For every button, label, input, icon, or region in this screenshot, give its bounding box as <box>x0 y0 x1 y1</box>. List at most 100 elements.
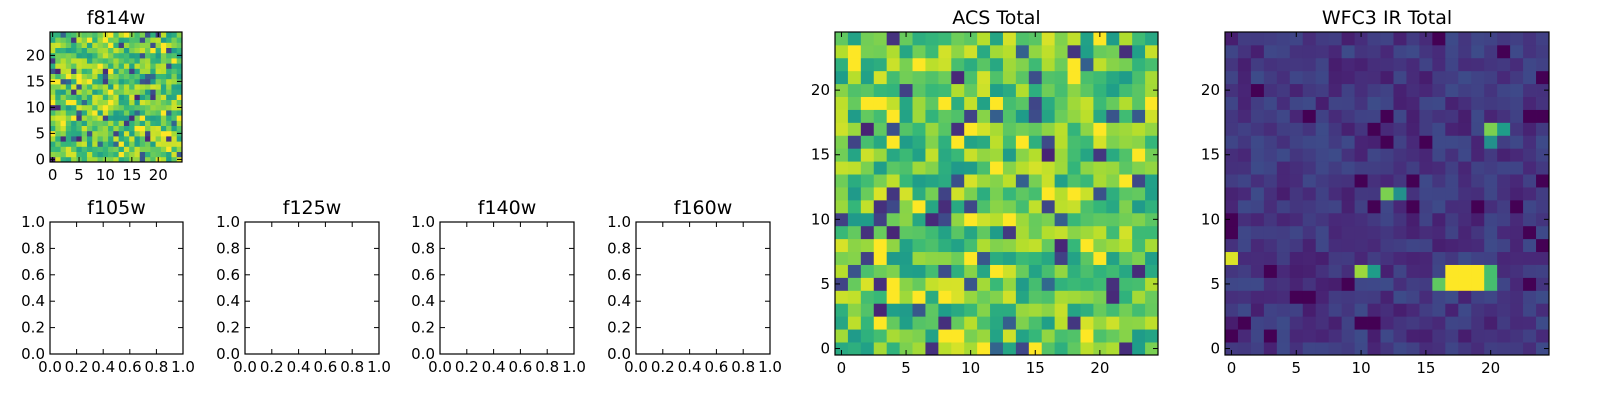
heatmap-cell <box>60 120 67 126</box>
heatmap-cell <box>134 115 141 121</box>
heatmap-cell <box>886 44 900 59</box>
heatmap-cell <box>160 32 167 38</box>
heatmap-cell <box>92 47 98 54</box>
heatmap-cell <box>925 212 939 227</box>
heatmap-cell <box>176 110 183 116</box>
heatmap-cell <box>1497 83 1511 97</box>
heatmap-cell <box>108 32 114 38</box>
heatmap-cell <box>1015 225 1030 240</box>
heatmap-cell <box>964 290 978 304</box>
heatmap-cell <box>92 32 98 38</box>
heatmap-cell <box>1354 342 1368 356</box>
heatmap-cell <box>1028 44 1043 59</box>
heatmap-cell <box>81 151 88 158</box>
heatmap-cell <box>97 151 104 158</box>
heatmap-cell <box>145 63 151 69</box>
heatmap-cell <box>977 96 991 110</box>
heatmap-cell <box>1445 135 1459 149</box>
heatmap-cell <box>1458 212 1472 227</box>
heatmap-cell <box>129 141 135 147</box>
heatmap-cell <box>1028 316 1043 330</box>
heatmap-cell <box>1484 174 1498 188</box>
heatmap-cell <box>1015 70 1030 85</box>
axes-frame <box>635 221 771 355</box>
heatmap-cell <box>847 225 862 240</box>
heatmap-cell <box>1119 96 1133 110</box>
heatmap-cell <box>134 120 141 126</box>
heatmap-cell <box>1132 238 1146 253</box>
heatmap-cell <box>171 42 178 48</box>
heatmap-cell <box>123 78 130 85</box>
heatmap-cell <box>1289 96 1304 110</box>
heatmap-cell <box>81 136 88 142</box>
heatmap-cell <box>925 32 939 46</box>
heatmap-cell <box>171 58 178 64</box>
x-tick-label: 0 <box>1227 359 1237 377</box>
x-tick-label: 0.6 <box>118 358 142 376</box>
heatmap-cell <box>1263 122 1278 136</box>
x-tick-label: 0.0 <box>233 358 257 376</box>
heatmap-cell <box>1484 44 1498 59</box>
heatmap-cell <box>1289 199 1304 214</box>
heatmap-cell <box>1250 122 1265 136</box>
heatmap-cell <box>1354 57 1368 72</box>
heatmap-cell <box>964 148 978 162</box>
heatmap-cell <box>1367 277 1381 291</box>
heatmap-cell <box>835 212 849 227</box>
heatmap-cell <box>1289 277 1304 291</box>
heatmap-cell <box>1015 57 1030 72</box>
heatmap-cell <box>835 96 849 110</box>
heatmap-cell <box>1289 174 1304 188</box>
heatmap-cell <box>1471 109 1485 123</box>
heatmap-cell <box>1523 277 1537 291</box>
heatmap-cell <box>1315 122 1330 136</box>
heatmap-cell <box>76 104 83 111</box>
heatmap-cell <box>123 104 130 111</box>
heatmap-cell <box>938 329 952 343</box>
heatmap-cell <box>1276 57 1291 72</box>
heatmap-cell <box>1250 212 1265 227</box>
heatmap-cell <box>108 125 114 132</box>
heatmap-cell <box>1002 122 1017 136</box>
heatmap-cell <box>166 110 172 116</box>
heatmap-cell <box>1380 238 1394 253</box>
heatmap-cell <box>123 32 130 38</box>
heatmap-cell <box>1119 148 1133 162</box>
heatmap-cell <box>1054 316 1068 330</box>
x-tick-label: 0.4 <box>287 358 311 376</box>
heatmap-cell <box>977 329 991 343</box>
heatmap-cell <box>873 109 888 123</box>
heatmap-cell <box>873 277 888 291</box>
heatmap-cell <box>899 264 913 278</box>
axes-frame <box>1224 31 1550 356</box>
heatmap-cell <box>1445 277 1459 291</box>
heatmap-cell <box>1028 212 1043 227</box>
heatmap-cell <box>899 174 913 188</box>
heatmap-cell <box>60 37 67 43</box>
heatmap-cell <box>139 130 146 137</box>
heatmap-cell <box>925 277 939 291</box>
heatmap-cell <box>1093 225 1107 240</box>
heatmap-cell <box>150 141 156 147</box>
heatmap-cell <box>1471 329 1485 343</box>
heatmap-cell <box>1132 316 1146 330</box>
heatmap-cell <box>65 42 72 48</box>
heatmap-cell <box>71 84 77 90</box>
heatmap-cell <box>123 156 130 163</box>
heatmap-cell <box>97 52 104 59</box>
heatmap-cell <box>1406 135 1420 149</box>
heatmap-cell <box>1015 32 1030 46</box>
heatmap-cell <box>1028 32 1043 46</box>
heatmap-cell <box>964 199 978 214</box>
heatmap-cell <box>886 57 900 72</box>
heatmap-cell <box>1367 303 1381 317</box>
heatmap-cell <box>1067 251 1081 265</box>
heatmap-cell <box>1328 329 1343 343</box>
heatmap-cell <box>50 125 56 132</box>
heatmap-cell <box>171 78 178 85</box>
heatmap-cell <box>990 329 1004 343</box>
heatmap-cell <box>55 32 61 38</box>
heatmap-cell <box>951 342 965 356</box>
heatmap-cell <box>71 94 77 100</box>
heatmap-cell <box>1354 212 1368 227</box>
